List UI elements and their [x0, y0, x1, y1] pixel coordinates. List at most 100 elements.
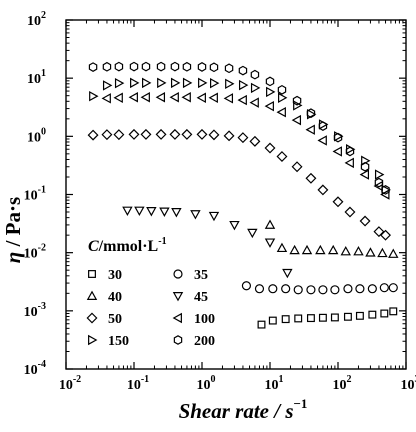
data-point-triangle-down	[282, 268, 293, 279]
data-point-diamond	[208, 129, 220, 141]
data-point-hexagon	[333, 132, 343, 143]
data-point-triangle-right	[142, 77, 152, 89]
data-point-triangle-right	[210, 77, 220, 89]
data-point-hexagon	[102, 61, 112, 72]
data-point-circle	[306, 285, 316, 295]
y-tick-label: 100	[27, 126, 46, 145]
y-tick-label: 10-1	[24, 185, 46, 204]
x-tick-label: 102	[333, 374, 352, 393]
x-tick-label-base: 10	[265, 378, 279, 393]
data-point-hexagon	[238, 65, 248, 76]
x-tick-label: 10-1	[127, 374, 149, 393]
x-tick-label-exp: 2	[347, 374, 352, 385]
y-tick-label-base: 10	[24, 189, 38, 204]
data-point-diamond	[373, 226, 385, 238]
data-point-diamond	[332, 196, 344, 208]
data-point-square	[318, 313, 327, 322]
data-point-triangle-up	[388, 248, 399, 258]
data-point-circle	[367, 284, 377, 294]
legend-label: 40	[108, 290, 122, 305]
data-point-triangle-right	[89, 90, 99, 102]
data-point-triangle-right	[130, 77, 140, 89]
data-point-triangle-down	[122, 206, 133, 216]
data-point-hexagon	[224, 63, 234, 74]
legend-marker-triangle-down	[172, 292, 184, 302]
data-point-hexagon	[250, 69, 260, 80]
y-axis-symbol: η	[1, 252, 25, 264]
x-tick-label-exp: 0	[211, 374, 216, 385]
data-point-diamond	[344, 206, 356, 218]
y-tick-label-exp: -2	[38, 243, 46, 254]
x-tick-label-exp: -2	[73, 374, 81, 385]
x-tick-label-base: 10	[197, 378, 211, 393]
data-point-square	[380, 309, 389, 318]
data-point-triangle-up	[315, 244, 326, 255]
data-point-circle	[241, 281, 252, 291]
data-point-square	[281, 315, 290, 324]
data-point-diamond	[305, 172, 317, 184]
y-tick-label: 10-4	[24, 359, 46, 378]
y-tick-label-exp: 2	[41, 10, 46, 21]
data-point-circle	[330, 285, 340, 295]
y-tick-label-exp: -3	[38, 301, 46, 312]
data-point-hexagon	[318, 121, 328, 131]
data-point-triangle-right	[293, 100, 303, 111]
x-tick-label-base: 10	[127, 378, 141, 393]
data-point-triangle-right	[114, 77, 125, 89]
x-tick-label-exp: -1	[141, 374, 149, 385]
data-point-triangle-right	[170, 77, 181, 89]
data-point-hexagon	[265, 76, 275, 87]
data-point-circle	[343, 284, 353, 294]
data-point-triangle-down	[247, 228, 258, 239]
data-point-diamond	[128, 128, 140, 140]
data-point-triangle-right	[250, 82, 261, 94]
data-point-triangle-left	[155, 92, 166, 103]
y-tick-label-base: 10	[24, 247, 38, 262]
data-point-diamond	[140, 128, 152, 140]
legend-label: 150	[108, 334, 129, 349]
data-point-triangle-left	[344, 157, 354, 169]
x-tick-label: 10-2	[59, 374, 81, 393]
data-point-square	[306, 314, 315, 323]
data-point-hexagon	[360, 161, 370, 172]
axis-ticks	[65, 19, 407, 370]
y-tick-label-base: 10	[27, 14, 41, 29]
y-tick-label: 10-3	[24, 301, 46, 320]
x-tick-label: 103	[401, 374, 416, 393]
data-point-hexagon	[88, 62, 98, 72]
legend-title-exp: -1	[158, 236, 166, 247]
data-point-square	[268, 316, 277, 325]
x-axis-title-exp: −1	[294, 396, 308, 411]
data-point-diamond	[276, 151, 288, 162]
legend-label: 45	[194, 290, 208, 305]
data-point-triangle-left	[169, 92, 179, 103]
legend-marker-triangle-right	[88, 334, 98, 346]
legend-marker-square	[88, 270, 96, 278]
data-point-hexagon	[277, 84, 287, 95]
y-tick-label-exp: -1	[38, 185, 46, 196]
data-point-triangle-down	[264, 238, 276, 248]
data-point-triangle-right	[182, 77, 193, 89]
data-point-triangle-left	[196, 92, 206, 103]
data-point-triangle-right	[102, 80, 113, 91]
legend-label: 200	[194, 334, 215, 349]
legend: C/mmol·L-1 30 35 40 45 50 100 150 200	[86, 236, 215, 349]
data-point-triangle-left	[305, 124, 315, 135]
data-point-square	[355, 311, 364, 320]
y-tick-label-exp: -4	[38, 359, 46, 370]
data-point-hexagon	[182, 61, 192, 72]
data-point-triangle-right	[157, 77, 167, 89]
x-tick-label-exp: 1	[279, 374, 284, 385]
data-point-circle	[293, 285, 303, 295]
data-point-hexagon	[345, 146, 355, 157]
data-point-circle	[388, 283, 398, 293]
data-point-square	[330, 313, 339, 322]
data-point-diamond	[264, 142, 276, 154]
data-point-hexagon	[197, 62, 207, 72]
data-point-hexagon	[381, 184, 390, 195]
data-point-triangle-up	[289, 244, 300, 255]
data-point-hexagon	[114, 61, 124, 72]
legend-marker-diamond	[86, 312, 98, 324]
data-point-diamond	[196, 128, 208, 140]
